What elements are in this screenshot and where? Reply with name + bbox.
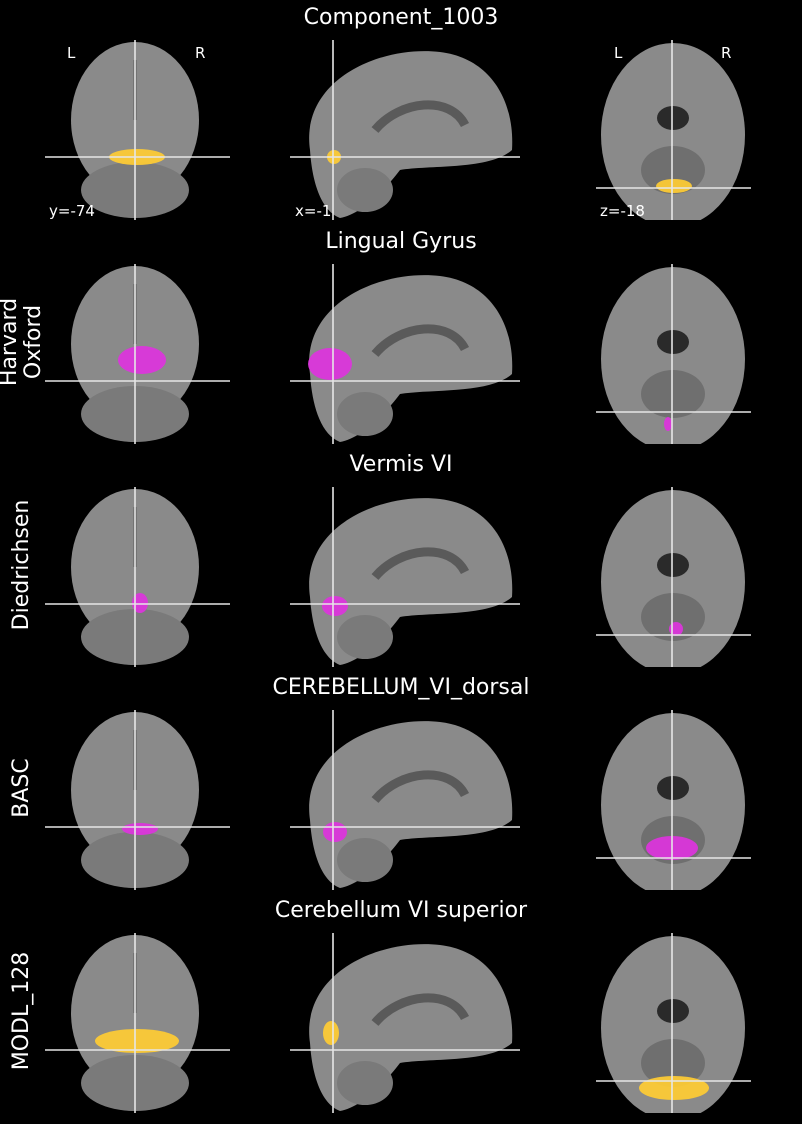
atlas-row-component: Component_1003 L R y=-74 x=-1 L R z=-18 (0, 0, 802, 223)
activation-overlay (323, 822, 347, 842)
corpus-callosum (371, 547, 470, 581)
cerebellum-slice (337, 838, 393, 882)
atlas-label: MODL_128 (9, 951, 34, 1071)
cerebellum-slice (641, 1039, 705, 1087)
cerebellum-slice (641, 370, 705, 418)
coronal-view: L R y=-74 (45, 40, 230, 220)
ventricle (657, 999, 689, 1023)
atlas-row-harvard-oxford: Lingual Gyrus Harvard Oxford (0, 224, 802, 447)
activation-overlay (132, 593, 148, 613)
left-marker: L (614, 44, 623, 62)
coronal-coordinate: y=-74 (49, 202, 95, 220)
cerebellum-slice (337, 615, 393, 659)
coronal-view (45, 710, 230, 890)
atlas-row-diedrichsen: Vermis VI Diedrichsen (0, 447, 802, 670)
activation-overlay (322, 596, 348, 616)
axial-view (596, 710, 751, 890)
axial-slice (601, 43, 745, 220)
sagittal-view (290, 264, 520, 444)
axial-coordinate: z=-18 (600, 202, 645, 220)
corpus-callosum (371, 324, 470, 358)
axial-slice (601, 490, 745, 667)
sagittal-view (290, 487, 520, 667)
activation-overlay (664, 417, 672, 431)
corpus-callosum (371, 770, 470, 804)
cerebellum-slice (641, 146, 705, 194)
corpus-callosum (371, 100, 470, 134)
coronal-view (45, 933, 230, 1113)
axial-view (596, 933, 751, 1113)
ventricle (657, 553, 689, 577)
axial-slice (601, 713, 745, 890)
activation-overlay (118, 346, 166, 374)
cerebellum-slice (641, 593, 705, 641)
atlas-label: BASC (9, 758, 34, 818)
activation-overlay (639, 1076, 709, 1100)
sagittal-coordinate: x=-1 (295, 202, 332, 220)
axial-view (596, 264, 751, 444)
activation-overlay (669, 622, 683, 636)
left-marker: L (67, 44, 76, 62)
sagittal-view: x=-1 (290, 40, 520, 220)
cerebellum-slice (337, 168, 393, 212)
row-title: Lingual Gyrus (325, 229, 477, 254)
right-marker: R (195, 44, 206, 62)
activation-overlay (323, 1021, 339, 1045)
axial-slice (601, 936, 745, 1113)
atlas-row-basc: CEREBELLUM_VI_dorsal BASC (0, 670, 802, 893)
axial-view: L R z=-18 (596, 40, 751, 220)
sagittal-view (290, 933, 520, 1113)
activation-overlay (308, 348, 352, 380)
coronal-view (45, 264, 230, 444)
row-title: CEREBELLUM_VI_dorsal (272, 675, 530, 700)
ventricle (657, 330, 689, 354)
atlas-row-modl: Cerebellum VI superior MODL_128 (0, 893, 802, 1116)
cerebellum-slice (337, 1061, 393, 1105)
activation-overlay (122, 823, 158, 835)
row-title: Component_1003 (303, 5, 499, 30)
axial-slice (601, 267, 745, 444)
atlas-label: Diedrichsen (9, 499, 34, 631)
activation-overlay (656, 179, 692, 193)
ventricle (657, 776, 689, 800)
cerebellum-slice (337, 392, 393, 436)
corpus-callosum (371, 993, 470, 1027)
coronal-view (45, 487, 230, 667)
row-title: Cerebellum VI superior (274, 898, 528, 923)
atlas-label: Harvard Oxford (0, 297, 46, 387)
sagittal-view (290, 710, 520, 890)
right-marker: R (721, 44, 732, 62)
axial-view (596, 487, 751, 667)
ventricle (657, 106, 689, 130)
row-title: Vermis VI (349, 452, 453, 477)
activation-overlay (95, 1029, 179, 1053)
